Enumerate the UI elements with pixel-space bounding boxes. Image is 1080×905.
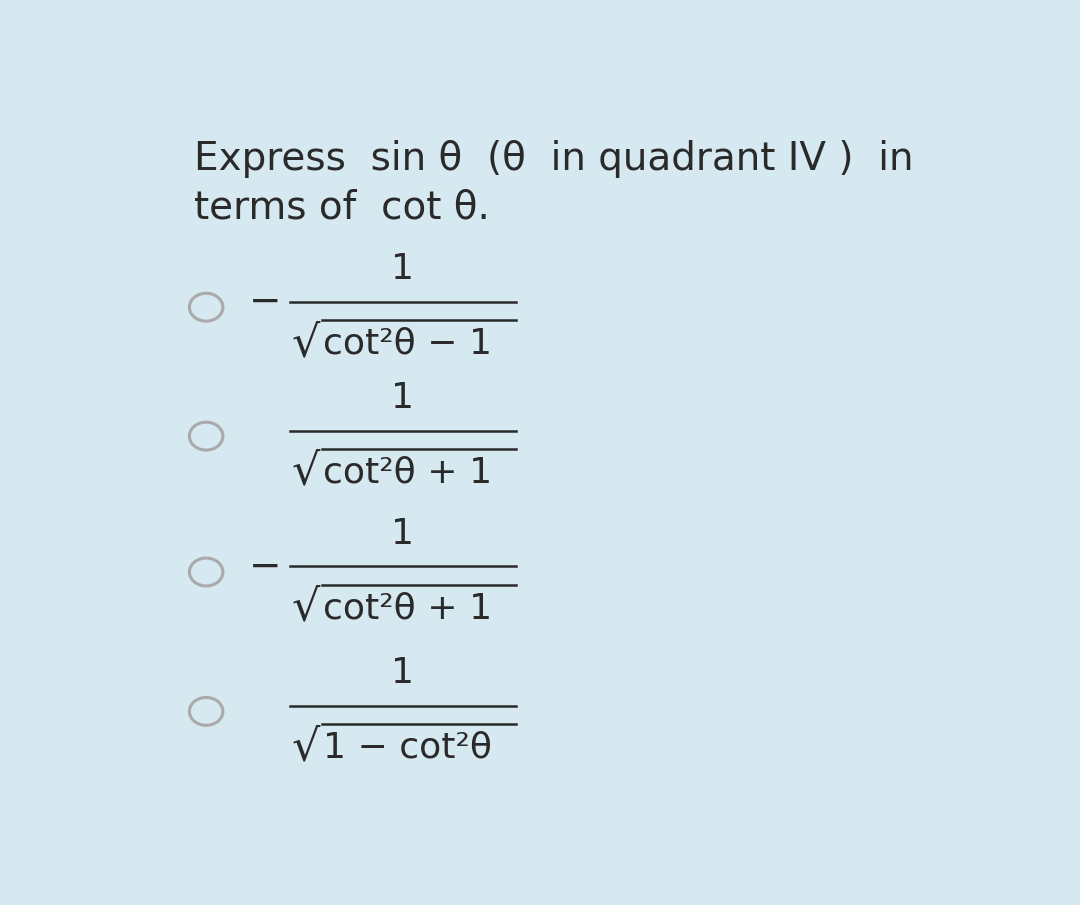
Text: cot²θ − 1: cot²θ − 1 bbox=[323, 327, 492, 360]
Text: √: √ bbox=[292, 586, 320, 630]
Text: cot²θ + 1: cot²θ + 1 bbox=[323, 591, 492, 625]
Text: −: − bbox=[248, 548, 281, 586]
Text: terms of  cot θ.: terms of cot θ. bbox=[193, 189, 489, 227]
Text: −: − bbox=[248, 282, 281, 320]
Text: cot²θ + 1: cot²θ + 1 bbox=[323, 455, 492, 490]
Text: √: √ bbox=[292, 451, 320, 494]
Text: 1: 1 bbox=[391, 381, 415, 414]
Text: 1: 1 bbox=[391, 252, 415, 286]
Text: 1 − cot²θ: 1 − cot²θ bbox=[323, 730, 492, 765]
Text: √: √ bbox=[292, 322, 320, 365]
Text: 1: 1 bbox=[391, 656, 415, 690]
Text: 1: 1 bbox=[391, 517, 415, 550]
Text: Express  sin θ  (θ  in quadrant IV )  in: Express sin θ (θ in quadrant IV ) in bbox=[193, 140, 913, 178]
Text: √: √ bbox=[292, 726, 320, 769]
